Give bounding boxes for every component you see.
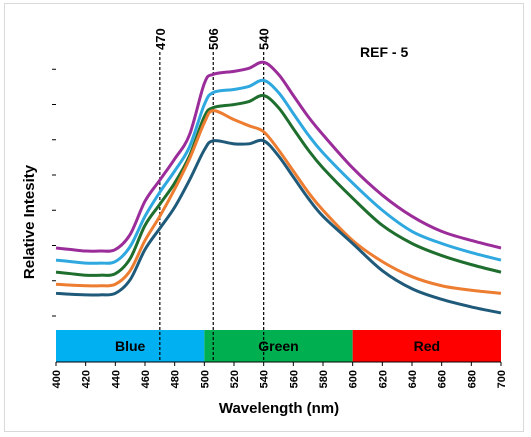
x-tick-label: 560 xyxy=(288,370,300,388)
series-line-2 xyxy=(55,78,502,265)
wavelength-markers: 470 506 540 xyxy=(153,28,272,362)
series-line-4 xyxy=(55,109,502,295)
x-axis: 400 420 440 460 480 500 520 540 560 580 600 620 640 6… xyxy=(51,361,508,388)
x-tick-label: 540 xyxy=(259,370,271,388)
color-band: Blue Green Red xyxy=(56,330,501,362)
y-axis-title: Relative Intesity xyxy=(21,164,38,279)
marker-label-470: 470 xyxy=(153,28,168,50)
x-tick-label: 660 xyxy=(437,370,449,388)
x-tick-label: 500 xyxy=(199,370,211,388)
x-tick-label: 680 xyxy=(466,370,478,388)
x-tick-label: 580 xyxy=(318,370,330,388)
series-line-3 xyxy=(55,93,502,277)
band-green xyxy=(204,330,353,362)
x-tick-label: 520 xyxy=(229,370,241,388)
x-axis-title: Wavelength (nm) xyxy=(219,400,339,417)
y-tick-marks xyxy=(52,68,56,317)
x-tick-label: 620 xyxy=(377,370,389,388)
band-label: Red xyxy=(414,338,440,354)
series-lines xyxy=(55,60,502,315)
x-tick-label: 420 xyxy=(81,370,93,388)
band-label: Blue xyxy=(115,338,146,354)
x-tick-label: 640 xyxy=(407,370,419,388)
band-label: Green xyxy=(258,338,298,354)
series-line-1 xyxy=(55,60,502,253)
marker-label-506: 506 xyxy=(206,28,221,50)
x-tick-label: 440 xyxy=(110,370,122,388)
x-tick-label: 480 xyxy=(170,370,182,388)
marker-label-540: 540 xyxy=(257,28,272,50)
x-tick-label: 400 xyxy=(51,370,63,388)
x-tick-label: 460 xyxy=(140,370,152,388)
x-tick-label: 600 xyxy=(348,370,360,388)
x-tick-label: 700 xyxy=(496,370,508,388)
series-line-5 xyxy=(55,138,502,315)
band-blue xyxy=(56,330,205,362)
ref-annotation: REF - 5 xyxy=(360,44,408,60)
band-red xyxy=(352,330,501,362)
